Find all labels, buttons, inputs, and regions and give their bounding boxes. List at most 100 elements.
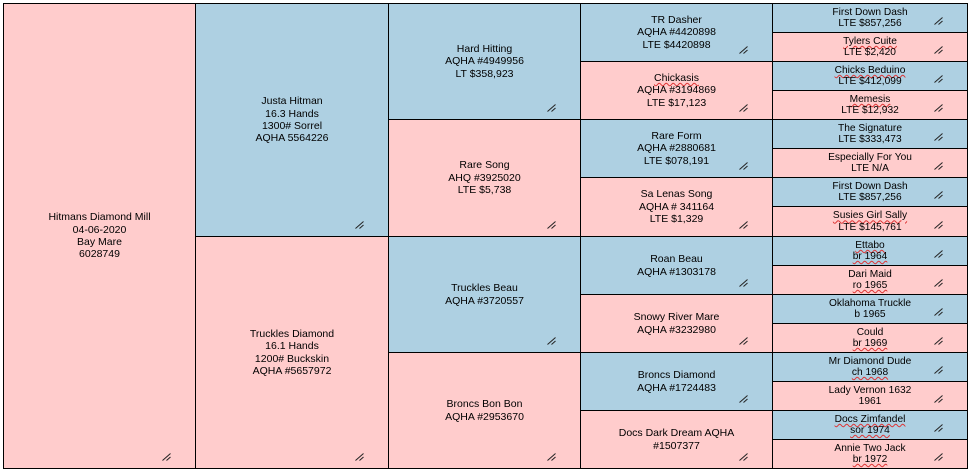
horse-detail-line: 04-06-2020 (72, 223, 127, 236)
resize-handle-icon[interactable] (934, 46, 943, 54)
horse-detail-line: LTE $145,761 (838, 221, 902, 233)
horse-detail-line: 1200# Buckskin (254, 352, 330, 365)
horse-name: Hard Hitting (456, 42, 513, 55)
horse-detail-line: LT $358,923 (455, 67, 514, 80)
horse-detail-line: 1961 (858, 396, 882, 407)
gen3-horse-3-cell[interactable]: Truckles Beau AQHA #3720557 (389, 237, 581, 353)
resize-handle-icon[interactable] (739, 221, 748, 229)
resize-handle-icon[interactable] (739, 104, 748, 112)
resize-handle-icon[interactable] (934, 104, 943, 112)
horse-detail-line: AHQ #3925020 (448, 171, 521, 184)
horse-name: Rare Song (459, 159, 510, 172)
horse-name: Roan Beau (650, 253, 703, 266)
resize-handle-icon[interactable] (355, 453, 364, 461)
horse-name: The Signature (838, 122, 902, 134)
gen5-horse-8-cell[interactable]: Susies Girl Sally LTE $145,761 (773, 207, 968, 237)
gen1-horse-1-cell[interactable]: Hitmans Diamond Mill 04-06-2020 Bay Mare 60… (4, 4, 196, 469)
resize-handle-icon[interactable] (934, 453, 943, 461)
pedigree-chart: Hitmans Diamond Mill 04-06-2020 Bay Mare 60… (3, 3, 968, 469)
resize-handle-icon[interactable] (934, 366, 943, 374)
gen5-horse-6-cell[interactable]: Especially For You LTE N/A (773, 149, 968, 178)
resize-handle-icon[interactable] (739, 453, 748, 461)
horse-detail-line: #1507377 (653, 439, 700, 452)
gen5-horse-14-cell[interactable]: Lady Vernon 1632 1961 (773, 382, 968, 411)
gen5-horse-11-cell[interactable]: Oklahoma Truckle b 1965 (773, 295, 968, 324)
horse-name: First Down Dash (832, 6, 908, 18)
horse-detail-line: LTE $078,191 (643, 154, 710, 167)
horse-detail-line: AQHA #4420898 (637, 26, 716, 39)
horse-detail-line: ro 1965 (852, 280, 888, 291)
gen5-horse-9-cell[interactable]: Ettabo br 1964 (773, 237, 968, 266)
gen3-horse-1-cell[interactable]: Hard Hitting AQHA #4949956 LT $358,923 (389, 4, 581, 120)
horse-detail-line: 1300# Sorrel (261, 120, 323, 132)
resize-handle-icon[interactable] (547, 453, 556, 461)
gen2-horse-2-cell[interactable]: Truckles Diamond 16.1 Hands 1200# Buckskin… (196, 237, 389, 469)
gen5-horse-2-cell[interactable]: Tylers Cuite LTE $2,420 (773, 33, 968, 62)
gen5-horse-7-cell[interactable]: First Down Dash LTE $857,256 (773, 178, 968, 207)
horse-detail-line: LTE $12,932 (841, 105, 899, 116)
gen3-horse-4-cell[interactable]: Broncs Bon Bon AQHA #2953670 (389, 353, 581, 469)
gen5-horse-16-cell[interactable]: Annie Two Jack br 1972 (773, 440, 968, 469)
gen4-horse-8-cell[interactable]: Docs Dark Dream AQHA #1507377 (581, 411, 773, 469)
horse-detail-line: LTE $1,329 (649, 213, 704, 226)
gen3-horse-2-cell[interactable]: Rare Song AHQ #3925020 LTE $5,738 (389, 120, 581, 237)
horse-detail-line: br 1969 (852, 338, 888, 349)
horse-name: Broncs Bon Bon (446, 398, 523, 411)
gen5-horse-13-cell[interactable]: Mr Diamond Dude ch 1968 (773, 353, 968, 382)
horse-name: Snowy River Mare (633, 311, 720, 324)
horse-name: Docs Dark Dream AQHA (618, 427, 735, 440)
resize-handle-icon[interactable] (547, 337, 556, 345)
horse-name: Truckles Beau (451, 282, 518, 295)
resize-handle-icon[interactable] (355, 221, 364, 229)
horse-detail-line: Bay Mare (77, 236, 122, 248)
gen5-horse-15-cell[interactable]: Docs Zimfandel sor 1974 (773, 411, 968, 440)
horse-name: Could (856, 326, 884, 338)
gen4-horse-3-cell[interactable]: Rare Form AQHA #2880681 LTE $078,191 (581, 120, 773, 178)
resize-handle-icon[interactable] (934, 75, 943, 83)
horse-name: Sa Lenas Song (640, 188, 713, 201)
gen4-horse-2-cell[interactable]: Chickasis AQHA #3194869 LTE $17,123 (581, 62, 773, 120)
horse-detail-line: LTE N/A (851, 163, 889, 174)
resize-handle-icon[interactable] (934, 250, 943, 258)
gen4-horse-1-cell[interactable]: TR Dasher AQHA #4420898 LTE $4420898 (581, 4, 773, 62)
horse-name: Hitmans Diamond Mill (48, 211, 151, 224)
resize-handle-icon[interactable] (934, 424, 943, 432)
horse-detail-line: AQHA #5657972 (252, 364, 332, 377)
horse-detail-line: AQHA #2953670 (445, 410, 524, 423)
gen5-horse-10-cell[interactable]: Dari Maid ro 1965 (773, 266, 968, 295)
resize-handle-icon[interactable] (547, 221, 556, 229)
horse-detail-line: sor 1974 (850, 425, 890, 436)
resize-handle-icon[interactable] (162, 453, 171, 461)
horse-detail-line: AQHA #1724483 (637, 381, 716, 394)
resize-handle-icon[interactable] (934, 279, 943, 287)
gen4-horse-6-cell[interactable]: Snowy River Mare AQHA #3232980 (581, 295, 773, 353)
resize-handle-icon[interactable] (547, 104, 556, 112)
gen4-horse-4-cell[interactable]: Sa Lenas Song AQHA # 341164 LTE $1,329 (581, 178, 773, 237)
gen5-horse-1-cell[interactable]: First Down Dash LTE $857,256 (773, 4, 968, 33)
gen2-horse-1-cell[interactable]: Justa Hitman 16.3 Hands 1300# Sorrel AQHA 5… (196, 4, 389, 237)
gen5-horse-3-cell[interactable]: Chicks Beduino LTE $412,099 (773, 62, 968, 91)
resize-handle-icon[interactable] (739, 337, 748, 345)
resize-handle-icon[interactable] (934, 162, 943, 170)
resize-handle-icon[interactable] (739, 162, 748, 170)
resize-handle-icon[interactable] (934, 337, 943, 345)
resize-handle-icon[interactable] (739, 46, 748, 54)
horse-detail-line: LTE $333,473 (838, 134, 902, 145)
resize-handle-icon[interactable] (934, 221, 943, 229)
horse-detail-line: 6028749 (79, 248, 120, 261)
gen5-horse-5-cell[interactable]: The Signature LTE $333,473 (773, 120, 968, 149)
resize-handle-icon[interactable] (934, 395, 943, 403)
horse-detail-line: LTE $412,099 (838, 76, 902, 87)
gen4-horse-5-cell[interactable]: Roan Beau AQHA #1303178 (581, 237, 773, 295)
resize-handle-icon[interactable] (934, 308, 943, 316)
resize-handle-icon[interactable] (739, 395, 748, 403)
gen5-horse-4-cell[interactable]: Memesis LTE $12,932 (773, 91, 968, 120)
resize-handle-icon[interactable] (934, 191, 943, 199)
resize-handle-icon[interactable] (934, 133, 943, 141)
resize-handle-icon[interactable] (934, 17, 943, 25)
resize-handle-icon[interactable] (739, 279, 748, 287)
horse-name: Docs Zimfandel (834, 413, 906, 425)
gen5-horse-12-cell[interactable]: Could br 1969 (773, 324, 968, 353)
gen4-horse-7-cell[interactable]: Broncs Diamond AQHA #1724483 (581, 353, 773, 411)
horse-name: Justa Hitman (261, 95, 323, 108)
